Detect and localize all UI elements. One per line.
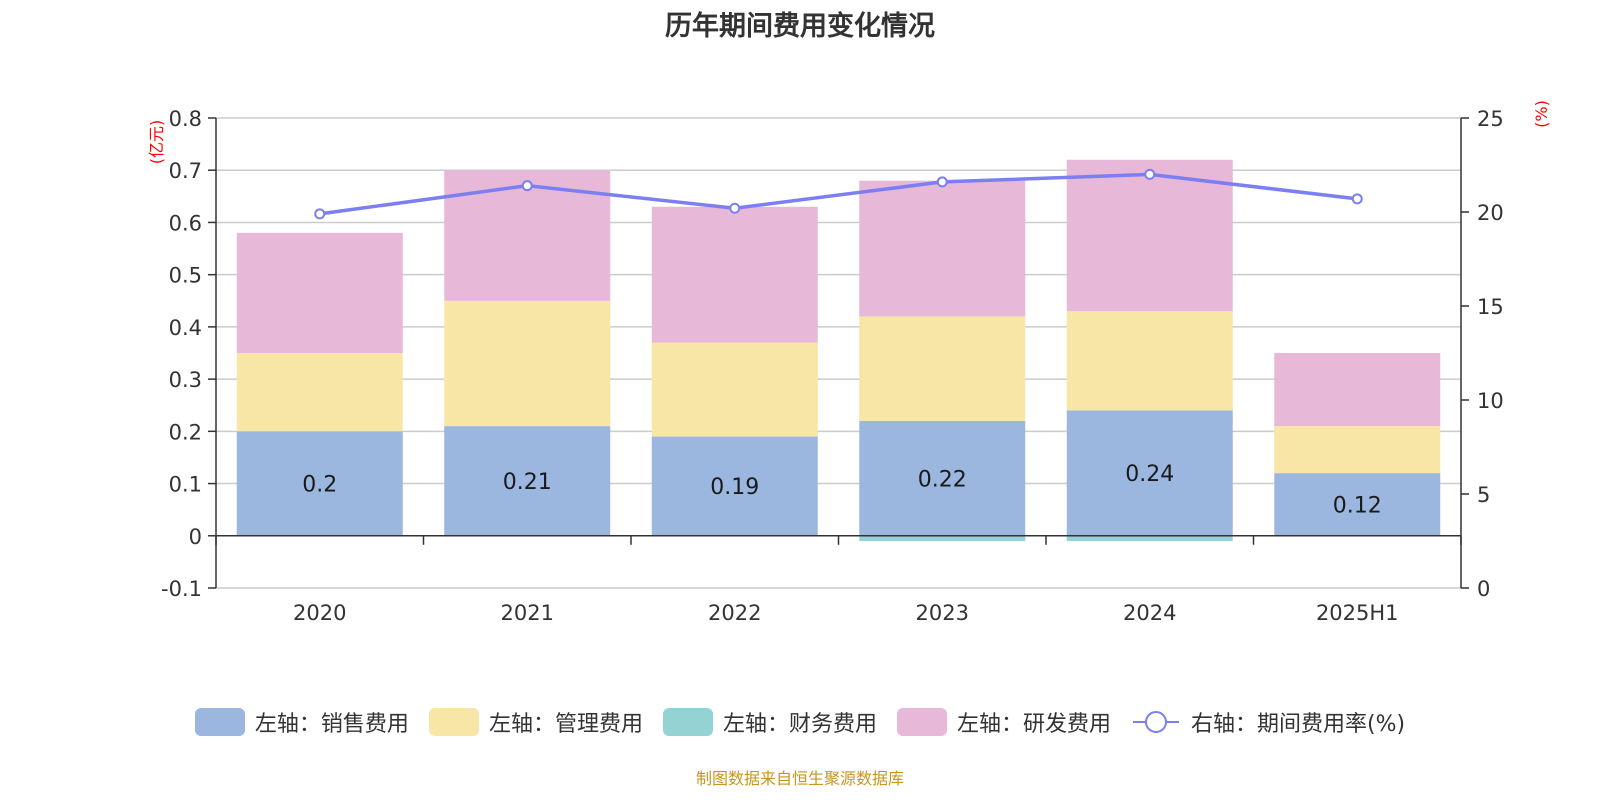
- legend-label: 左轴：管理费用: [488, 712, 643, 737]
- right-axis-tick-label: 10: [1477, 389, 1504, 413]
- bar-segment: [859, 180, 1026, 317]
- legend-item[interactable]: 左轴：销售费用: [194, 706, 409, 738]
- rate-point: [314, 208, 326, 220]
- legend-label: 右轴：期间费用率(%): [1190, 712, 1406, 737]
- bar-segment: [1066, 159, 1233, 312]
- left-axis-tick-label: 0.5: [169, 264, 202, 288]
- bar-segment: [1274, 353, 1441, 427]
- legend-item[interactable]: 左轴：管理费用: [428, 706, 643, 738]
- right-axis-tick-label: 0: [1477, 577, 1490, 601]
- right-axis-tick-label: 20: [1477, 201, 1504, 225]
- bar-layer: [236, 159, 1441, 541]
- x-axis-tick-label: 2023: [916, 601, 969, 625]
- left-axis-tick-label: 0.2: [169, 420, 202, 444]
- bar-segment: [1066, 311, 1233, 411]
- legend-swatch: [896, 708, 947, 736]
- right-axis-unit-label: (%): [1532, 100, 1551, 128]
- rate-point: [1351, 193, 1363, 205]
- bar-data-label: 0.21: [503, 470, 552, 495]
- legend-item[interactable]: 右轴：期间费用率(%): [1131, 706, 1405, 738]
- bar-segment: [1066, 410, 1233, 536]
- bar-segment: [1274, 426, 1441, 474]
- right-axis-tick-label: 15: [1477, 295, 1504, 319]
- left-axis-unit-label: (亿元): [147, 120, 166, 165]
- left-axis-tick-label: 0: [189, 525, 202, 549]
- bar-segment: [1274, 473, 1441, 536]
- rate-point: [936, 176, 948, 188]
- bar-segment: [859, 316, 1026, 421]
- legend-swatch: [194, 708, 245, 736]
- bar-data-label: 0.22: [918, 467, 967, 492]
- legend-line-swatch: [1132, 711, 1179, 733]
- left-axis-tick-label: -0.1: [161, 577, 202, 601]
- right-axis-tick-label: 25: [1477, 107, 1504, 131]
- source-note: 制图数据来自恒生聚源数据库: [695, 769, 904, 788]
- legend-label: 左轴：研发费用: [956, 712, 1111, 737]
- bar-segment: [1066, 535, 1233, 541]
- legend-swatch: [428, 708, 479, 736]
- line-layer: [314, 168, 1363, 220]
- x-axis-tick-label: 2024: [1123, 601, 1176, 625]
- left-axis-tick-label: 0.3: [169, 368, 202, 392]
- bar-segment: [236, 431, 403, 536]
- rate-point: [521, 180, 533, 192]
- x-axis-tick-label: 2020: [293, 601, 346, 625]
- left-axis-tick-label: 0.1: [169, 473, 202, 497]
- bar-segment: [651, 206, 818, 343]
- bar-data-label: 0.2: [302, 473, 337, 498]
- legend-label: 左轴：销售费用: [254, 712, 409, 737]
- legend-label: 左轴：财务费用: [722, 712, 877, 737]
- left-axis-tick-label: 0.4: [169, 316, 202, 340]
- legend-item[interactable]: 左轴：财务费用: [662, 706, 877, 738]
- chart-title: 历年期间费用变化情况: [665, 11, 935, 42]
- left-axis-tick-label: 0.8: [169, 107, 202, 131]
- rate-point: [1144, 168, 1156, 180]
- label-layer: 0.2 0.21 0.19 0.22 0.24 0.12: [302, 462, 1381, 518]
- left-axis-tick-label: 0.6: [169, 211, 202, 235]
- bar-segment: [444, 300, 611, 427]
- right-axis-tick-label: 5: [1477, 483, 1490, 507]
- legend-item[interactable]: 左轴：研发费用: [896, 706, 1111, 738]
- bar-segment: [236, 353, 403, 432]
- bar-segment: [651, 436, 818, 536]
- bar-data-label: 0.19: [710, 475, 759, 500]
- x-axis-tick-label: 2025H1: [1316, 601, 1399, 625]
- rate-line: [319, 172, 1358, 216]
- x-axis-tick-label: 2021: [501, 601, 554, 625]
- bar-segment: [859, 420, 1026, 536]
- bar-segment: [859, 535, 1026, 541]
- legend-swatch: [662, 708, 713, 736]
- x-axis-tick-label: 2022: [708, 601, 761, 625]
- rate-point: [729, 202, 741, 214]
- bar-segment: [444, 426, 611, 536]
- left-axis-tick-label: 0.7: [169, 159, 202, 183]
- bar-segment: [236, 232, 403, 353]
- bar-data-label: 0.24: [1125, 462, 1174, 487]
- legend: 左轴：销售费用 左轴：管理费用 左轴：财务费用 左轴：研发费用 右轴：期间费用率(%): [0, 706, 1600, 738]
- bar-segment: [651, 342, 818, 437]
- axis-layer: -0.1 0 0.1 0.2 0.3 0.4 0.5 0.6 0.7 0.8 0 5 10 15 20 25 (…: [147, 100, 1551, 625]
- bar-data-label: 0.12: [1333, 493, 1382, 518]
